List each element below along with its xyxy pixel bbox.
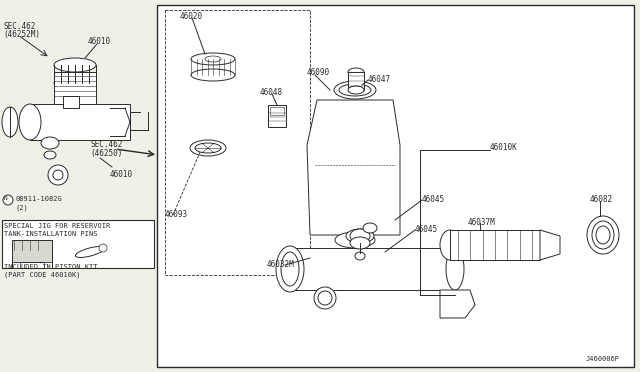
Bar [348,72,364,90]
Ellipse shape [350,237,370,249]
Text: 46045: 46045 [422,195,445,204]
Circle shape [3,195,13,205]
Text: SPECIAL JIG FOR RESERVOIR: SPECIAL JIG FOR RESERVOIR [4,223,110,229]
Text: 46090: 46090 [307,68,330,77]
Text: 46047: 46047 [368,75,391,84]
Text: 46048: 46048 [260,88,283,97]
Ellipse shape [355,252,365,260]
Text: 46037M: 46037M [468,218,496,227]
Bar [44,262,52,268]
Ellipse shape [190,140,226,156]
Circle shape [53,170,63,180]
Text: 46093: 46093 [165,210,188,219]
Ellipse shape [350,229,370,243]
Bar [450,230,540,260]
Bar [2,220,154,268]
Bar [165,10,310,275]
Polygon shape [540,230,560,260]
Text: (2): (2) [15,204,28,211]
Ellipse shape [76,247,104,257]
Polygon shape [307,100,400,235]
Ellipse shape [339,84,371,96]
Bar [63,96,79,108]
Ellipse shape [596,226,610,244]
Ellipse shape [281,252,299,286]
Ellipse shape [54,58,96,72]
Ellipse shape [99,244,107,252]
Text: (46252M): (46252M) [3,30,40,39]
Bar [268,105,286,127]
Ellipse shape [191,69,235,81]
Ellipse shape [318,291,332,305]
Ellipse shape [19,104,41,140]
Ellipse shape [54,76,96,90]
Ellipse shape [587,216,619,254]
Text: SEC.462: SEC.462 [90,140,122,149]
Circle shape [48,165,68,185]
Text: 46010K: 46010K [490,143,518,152]
Text: (46250): (46250) [90,149,122,158]
Ellipse shape [195,143,221,153]
Text: INCLUDED IN PISTON KIT: INCLUDED IN PISTON KIT [4,264,97,270]
Text: 08911-1082G: 08911-1082G [15,196,61,202]
Ellipse shape [592,221,614,249]
Ellipse shape [205,56,221,62]
Ellipse shape [446,248,464,290]
Bar [12,240,52,262]
Ellipse shape [276,246,304,292]
Bar [12,262,20,268]
Text: 46032M: 46032M [267,260,295,269]
Ellipse shape [41,137,59,149]
Text: 46010: 46010 [110,170,133,179]
Bar [54,72,96,104]
Ellipse shape [314,287,336,309]
Ellipse shape [348,68,364,76]
Text: 46010: 46010 [88,37,111,46]
Text: SEC.462: SEC.462 [3,22,35,31]
Polygon shape [440,290,475,318]
Ellipse shape [2,107,18,137]
Bar [270,107,284,115]
Bar [30,104,130,140]
Text: J460006P: J460006P [586,356,620,362]
Text: 46045: 46045 [415,225,438,234]
Ellipse shape [363,223,377,233]
Text: 46082: 46082 [590,195,613,204]
Ellipse shape [334,81,376,99]
Bar [157,5,634,367]
Text: 46020: 46020 [180,12,203,21]
Ellipse shape [44,151,56,159]
Ellipse shape [440,230,460,260]
Ellipse shape [348,86,364,94]
Bar [295,248,455,290]
Ellipse shape [346,229,374,243]
Ellipse shape [191,53,235,65]
Text: N: N [3,196,7,201]
Text: TANK-INSTALLATION PINS: TANK-INSTALLATION PINS [4,231,97,237]
Text: (PART CODE 46010K): (PART CODE 46010K) [4,271,81,278]
Ellipse shape [335,232,375,248]
